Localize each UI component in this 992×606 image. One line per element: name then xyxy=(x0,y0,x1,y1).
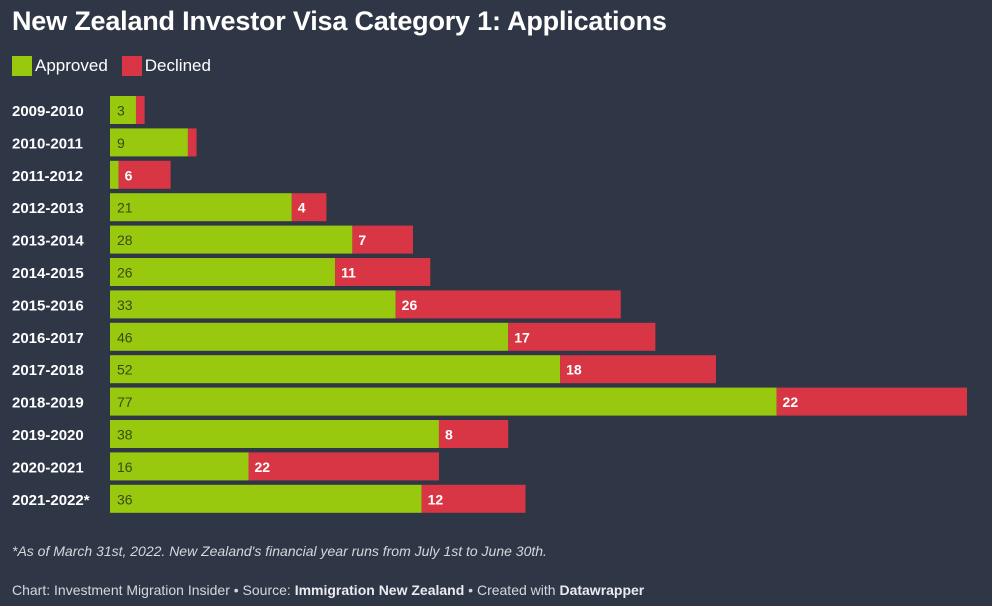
bar-approved xyxy=(110,420,439,448)
legend-label-declined: Declined xyxy=(144,56,211,75)
category-label: 2012-2013 xyxy=(12,200,84,217)
bar-declined xyxy=(118,160,171,189)
legend: Approved Declined xyxy=(12,56,225,76)
category-label: 2010-2011 xyxy=(12,135,83,152)
bar-declined xyxy=(438,420,509,448)
bar-row: 2021-2022* 36 12 xyxy=(12,484,526,513)
value-label-approved: 28 xyxy=(117,232,133,248)
credits-tool-link[interactable]: Datawrapper xyxy=(559,582,645,598)
bar-declined xyxy=(291,193,327,222)
bar-declined xyxy=(135,96,145,124)
value-label-declined: 22 xyxy=(783,394,799,410)
credits-chart-prefix: Chart: Investment Migration Insider • So… xyxy=(12,582,295,598)
bar-row: 2011-2012 6 xyxy=(12,160,171,189)
category-label: 2017-2018 xyxy=(12,362,84,379)
legend-item-approved: Approved xyxy=(12,56,108,76)
bar-row: 2015-2016 33 26 xyxy=(12,290,621,319)
bar-declined xyxy=(776,387,967,416)
bar-approved xyxy=(110,96,136,124)
bar-approved xyxy=(110,193,292,222)
category-label: 2009-2010 xyxy=(12,103,84,120)
value-label-declined: 7 xyxy=(358,232,366,248)
value-label-declined: 26 xyxy=(402,297,418,313)
bar-row: 2020-2021 16 22 xyxy=(12,452,439,481)
credits-created-prefix: • Created with xyxy=(464,582,560,598)
bar-row: 2018-2019 77 22 xyxy=(12,387,967,416)
category-label: 2020-2021 xyxy=(12,459,84,476)
category-label: 2021-2022* xyxy=(12,492,90,509)
bar-declined xyxy=(395,290,621,319)
value-label-declined: 11 xyxy=(341,265,356,281)
bar-approved xyxy=(110,387,777,416)
footnote: *As of March 31st, 2022. New Zealand's f… xyxy=(12,543,547,559)
category-label: 2015-2016 xyxy=(12,297,84,314)
category-label: 2013-2014 xyxy=(12,233,84,250)
bar-approved xyxy=(110,290,396,319)
bar-row: 2013-2014 28 7 xyxy=(12,225,413,254)
legend-swatch-approved xyxy=(12,56,32,76)
value-label-approved: 36 xyxy=(117,491,133,507)
value-label-declined: 22 xyxy=(255,459,271,475)
credits: Chart: Investment Migration Insider • So… xyxy=(12,582,644,598)
bar-row: 2019-2020 38 8 xyxy=(12,420,509,448)
bar-declined xyxy=(421,484,526,513)
value-label-approved: 33 xyxy=(117,297,133,313)
value-label-declined: 6 xyxy=(125,167,133,183)
bar-declined xyxy=(187,128,197,157)
credits-source-link[interactable]: Immigration New Zealand xyxy=(294,582,465,598)
bar-declined xyxy=(248,452,439,481)
bar-approved xyxy=(110,484,422,513)
chart-title: New Zealand Investor Visa Category 1: Ap… xyxy=(12,6,667,36)
value-label-declined: 8 xyxy=(445,427,453,443)
bar-approved xyxy=(110,128,188,157)
value-label-approved: 9 xyxy=(117,135,125,151)
value-label-approved: 26 xyxy=(117,265,133,281)
bar-approved xyxy=(110,258,336,286)
category-label: 2014-2015 xyxy=(12,265,84,282)
category-label: 2018-2019 xyxy=(12,395,84,412)
value-label-declined: 4 xyxy=(298,200,306,216)
legend-swatch-declined xyxy=(121,56,142,76)
bar-row: 2017-2018 52 18 xyxy=(12,355,716,384)
value-label-declined: 17 xyxy=(514,329,530,345)
bar-row: 2009-2010 3 xyxy=(12,96,145,124)
bar-approved xyxy=(110,160,119,189)
bar-declined xyxy=(508,322,656,351)
bar-approved xyxy=(110,322,509,351)
bar-approved xyxy=(110,355,561,384)
category-label: 2019-2020 xyxy=(12,427,84,444)
bar-declined xyxy=(560,355,716,384)
category-label: 2011-2012 xyxy=(12,168,83,185)
category-label: 2016-2017 xyxy=(12,330,84,347)
value-label-approved: 3 xyxy=(117,103,125,119)
value-label-approved: 38 xyxy=(117,427,133,443)
bar-row: 2014-2015 26 11 xyxy=(12,258,431,286)
value-label-declined: 12 xyxy=(428,491,444,507)
bar-approved xyxy=(110,452,249,481)
bar-row: 2012-2013 21 4 xyxy=(12,193,327,222)
bar-row: 2016-2017 46 17 xyxy=(12,322,656,351)
legend-item-declined: Declined xyxy=(121,56,211,76)
value-label-approved: 16 xyxy=(117,459,133,475)
bar-approved xyxy=(110,225,353,254)
legend-label-approved: Approved xyxy=(35,56,108,75)
bar-declined xyxy=(352,225,413,254)
value-label-approved: 46 xyxy=(117,329,133,345)
bar-declined xyxy=(335,258,431,286)
value-label-approved: 21 xyxy=(117,200,133,216)
value-label-approved: 77 xyxy=(117,394,133,410)
value-label-approved: 52 xyxy=(117,362,133,378)
bar-row: 2010-2011 9 xyxy=(12,128,197,157)
value-label-declined: 18 xyxy=(566,362,582,378)
